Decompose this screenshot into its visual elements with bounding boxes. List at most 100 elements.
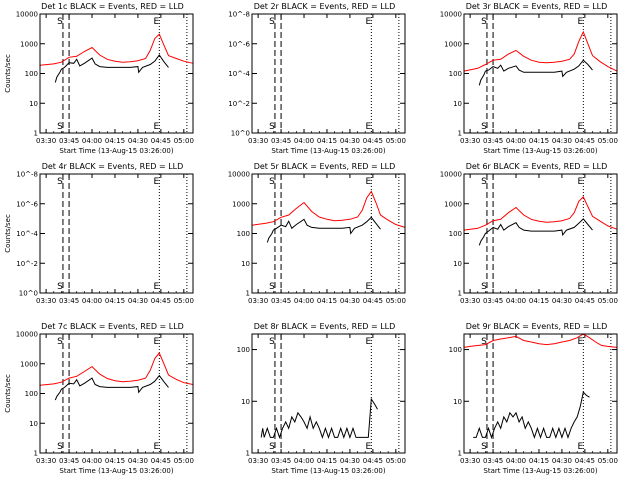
time-marker-label-bottom: S — [269, 442, 275, 452]
x-tick-label: 03:45 — [59, 137, 79, 145]
time-marker-label: S — [481, 337, 487, 347]
x-tick-label: 05:00 — [598, 297, 618, 305]
y-tick-label: 10000 — [16, 331, 38, 339]
time-marker-label: E — [365, 337, 371, 347]
x-tick-label: 05:00 — [174, 297, 194, 305]
x-axis-label: Start Time (13-Aug-15 03:26:00) — [483, 467, 597, 475]
x-tick-label: 04:45 — [151, 457, 171, 465]
y-tick-label: 10^0 — [231, 130, 250, 138]
y-axis-label: Counts/sec — [4, 214, 12, 253]
x-tick-label: 04:45 — [363, 457, 383, 465]
time-marker-label: S — [481, 17, 487, 27]
x-tick-label: 04:30 — [552, 457, 572, 465]
y-tick-label: 1 — [458, 130, 462, 138]
x-tick-label: 03:30 — [460, 297, 480, 305]
y-tick-label: 1000 — [444, 40, 462, 48]
chart-title: Det 6r BLACK = Events, RED = LLD — [466, 162, 608, 171]
y-tick-label: 10 — [453, 100, 462, 108]
y-tick-label: 10 — [241, 260, 250, 268]
x-tick-label: 05:00 — [386, 297, 406, 305]
y-tick-label: 100 — [449, 230, 462, 238]
time-marker-label-bottom: S — [481, 122, 487, 132]
y-tick-label: 100 — [449, 70, 462, 78]
chart-title: Det 9r BLACK = Events, RED = LLD — [466, 322, 608, 331]
time-marker-label: S — [269, 337, 275, 347]
y-tick-label: 100 — [449, 346, 462, 354]
time-marker-label: E — [153, 17, 159, 27]
events-series-line — [260, 397, 378, 439]
y-tick-label: 1000 — [20, 360, 38, 368]
events-series-line — [54, 374, 169, 401]
chart-panel-2: Det 2r BLACK = Events, RED = LLD Start Ti… — [228, 2, 406, 155]
x-axis-label: Start Time (13-Aug-15 03:26:00) — [483, 147, 597, 155]
x-tick-label: 04:00 — [82, 297, 102, 305]
time-marker-label-bottom: E — [365, 282, 371, 292]
y-tick-label: 1 — [246, 450, 250, 458]
y-tick-label: 1 — [458, 450, 462, 458]
y-tick-label: 10 — [453, 260, 462, 268]
chart-title: Det 7c BLACK = Events, RED = LLD — [41, 322, 184, 331]
x-tick-label: 03:30 — [248, 457, 268, 465]
x-tick-label: 05:00 — [598, 137, 618, 145]
lld-series-line — [39, 352, 194, 386]
x-tick-label: 03:45 — [59, 297, 79, 305]
x-tick-label: 04:30 — [552, 297, 572, 305]
plot-frame — [39, 333, 194, 454]
chart-panel-5: Det 5r BLACK = Events, RED = LLD 03:30 03:… — [228, 162, 406, 305]
x-tick-label: 05:00 — [386, 137, 406, 145]
chart-panel-1: Det 1c BLACK = Events, RED = LLD Counts/s… — [4, 2, 194, 155]
plot-frame — [251, 173, 406, 294]
y-tick-label: 10^0 — [19, 290, 38, 298]
x-tick-label: 04:15 — [529, 297, 549, 305]
chart-title: Det 2r BLACK = Events, RED = LLD — [254, 2, 396, 11]
x-tick-label: 04:00 — [82, 457, 102, 465]
events-series-line — [478, 59, 593, 86]
x-tick-label: 04:30 — [128, 137, 148, 145]
x-tick-label: 04:45 — [575, 137, 595, 145]
x-tick-label: 04:45 — [575, 457, 595, 465]
x-tick-label: 04:30 — [340, 457, 360, 465]
x-tick-label: 03:30 — [36, 297, 56, 305]
x-tick-label: 04:00 — [294, 297, 314, 305]
chart-panel-3: Det 3r BLACK = Events, RED = LLD Start Ti… — [440, 2, 618, 155]
x-tick-label: 05:00 — [174, 457, 194, 465]
time-marker-label-bottom: E — [153, 122, 159, 132]
time-marker-label: E — [153, 337, 159, 347]
chart-panel-9: Det 9r BLACK = Events, RED = LLD Start Ti… — [449, 322, 618, 475]
y-tick-label: 10^-2 — [16, 260, 38, 268]
lld-series-line — [463, 196, 618, 231]
time-marker-label: E — [577, 17, 583, 27]
y-tick-label: 100 — [237, 230, 250, 238]
time-marker-label-bottom: S — [269, 122, 275, 132]
chart-panel-4: Det 4r BLACK = Events, RED = LLD Counts/s… — [4, 162, 194, 305]
time-marker-label-bottom: E — [153, 282, 159, 292]
y-tick-label: 10^-8 — [228, 11, 250, 19]
time-marker-label: S — [269, 177, 275, 187]
x-tick-label: 04:00 — [82, 137, 102, 145]
time-marker-label: S — [57, 177, 63, 187]
time-marker-label: S — [481, 177, 487, 187]
plot-frame — [39, 13, 194, 134]
time-marker-label-bottom: E — [577, 442, 583, 452]
x-tick-label: 03:30 — [460, 137, 480, 145]
time-marker-label: S — [57, 337, 63, 347]
y-tick-label: 10000 — [440, 11, 462, 19]
x-tick-label: 03:45 — [271, 457, 291, 465]
events-series-line — [478, 218, 593, 246]
x-tick-label: 04:15 — [529, 457, 549, 465]
time-marker-label-bottom: E — [365, 442, 371, 452]
x-tick-label: 04:30 — [128, 297, 148, 305]
chart-title: Det 4r BLACK = Events, RED = LLD — [42, 162, 184, 171]
time-marker-label-bottom: E — [577, 122, 583, 132]
chart-title: Det 1c BLACK = Events, RED = LLD — [41, 2, 184, 11]
x-axis-label: Start Time (13-Aug-15 03:26:00) — [59, 467, 173, 475]
x-tick-label: 03:45 — [483, 137, 503, 145]
events-series-line — [266, 216, 381, 243]
x-tick-label: 04:15 — [105, 297, 125, 305]
chart-title: Det 3r BLACK = Events, RED = LLD — [466, 2, 608, 11]
y-axis-label: Counts/sec — [4, 54, 12, 93]
x-tick-label: 05:00 — [174, 137, 194, 145]
y-tick-label: 10 — [453, 398, 462, 406]
x-tick-label: 04:30 — [552, 137, 572, 145]
x-tick-label: 04:45 — [151, 137, 171, 145]
